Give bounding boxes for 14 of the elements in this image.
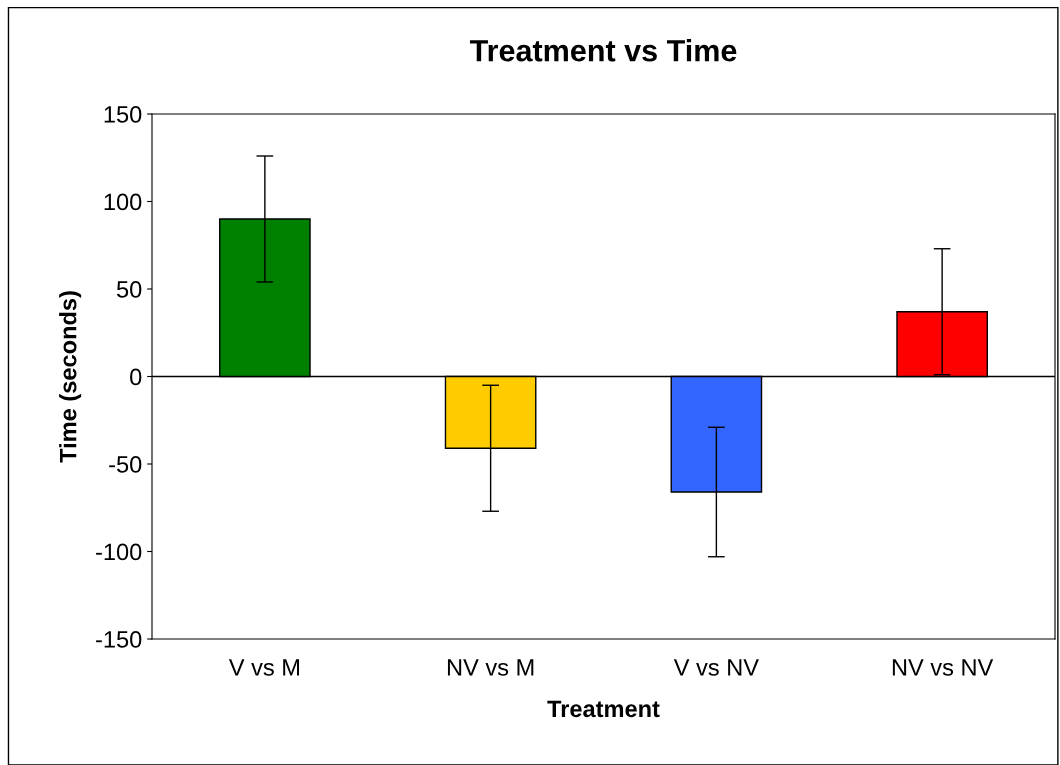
x-axis-title: Treatment: [547, 700, 660, 718]
y-tick-label: 50: [116, 281, 142, 298]
x-tick-label: NV vs NV: [892, 659, 994, 676]
x-tick-label: NV vs M: [447, 659, 534, 676]
y-tick-label: 150: [104, 106, 142, 123]
y-tick-label: 0: [130, 368, 142, 386]
chart-title: Treatment vs Time: [469, 39, 737, 62]
y-tick-label: 100: [104, 193, 142, 211]
x-tick-label: V vs M: [228, 659, 300, 676]
y-tick-label: -150: [96, 631, 142, 648]
x-tick-label: V vs NV: [673, 659, 759, 676]
y-tick-label: -50: [109, 456, 142, 473]
y-axis-title: Time (seconds): [59, 291, 82, 463]
y-tick-label: -100: [96, 543, 142, 561]
